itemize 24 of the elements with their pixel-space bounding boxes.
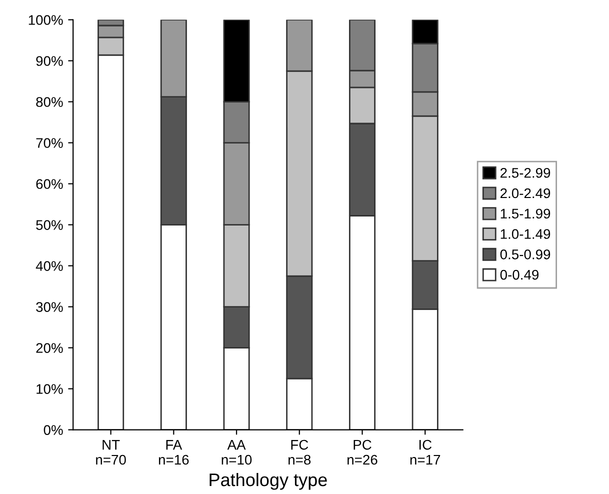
legend-label: 2.0-2.49 — [500, 188, 550, 198]
x-tick-label: NT n=70 — [96, 440, 126, 465]
y-tick-label: 100% — [28, 15, 63, 25]
y-tick-label: 20% — [36, 343, 63, 353]
y-tick-label: 30% — [36, 302, 63, 312]
legend-label: 0.5-0.99 — [500, 249, 550, 260]
legend-label: 0-0.49 — [500, 270, 539, 280]
x-tick-label: IC n=17 — [410, 440, 440, 465]
x-axis-title: Pathology type — [210, 472, 327, 490]
y-tick-label: 90% — [36, 56, 63, 66]
x-tick-label: FA n=16 — [158, 440, 189, 465]
y-tick-label: 80% — [36, 97, 63, 107]
y-tick-label: 50% — [36, 220, 63, 230]
y-tick-label: 40% — [36, 261, 63, 271]
y-tick-label: 10% — [36, 384, 63, 394]
legend-label: 1.0-1.49 — [500, 229, 550, 239]
legend-label: 1.5-1.99 — [500, 208, 550, 219]
y-tick-label: 0% — [44, 425, 63, 435]
x-tick-label: AA n=10 — [222, 440, 252, 465]
x-tick-label: PC n=26 — [348, 440, 378, 465]
y-tick-label: 70% — [36, 138, 63, 148]
legend-label: 2.5-2.99 — [500, 168, 550, 178]
x-tick-label: FC n=8 — [288, 440, 311, 465]
y-tick-label: 60% — [36, 179, 63, 189]
